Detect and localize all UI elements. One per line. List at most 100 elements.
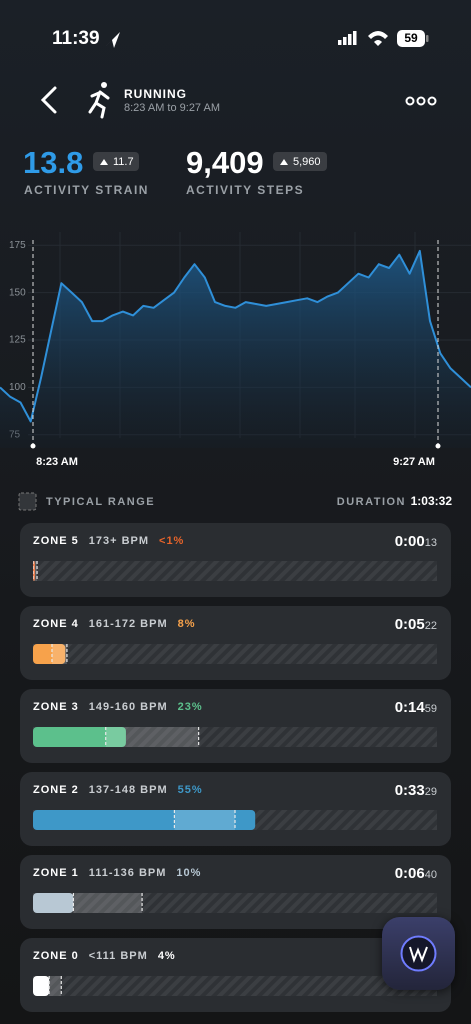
zone-header: ZONE 3 149-160 BPM 23% xyxy=(33,701,203,713)
location-icon xyxy=(106,32,120,48)
zone-card: ZONE 3 149-160 BPM 23% 0:1459 xyxy=(20,689,451,763)
zone-name: ZONE 5 xyxy=(33,535,79,547)
typical-range-label: TYPICAL RANGE xyxy=(46,496,155,508)
zone-range: <111 BPM xyxy=(88,950,148,962)
strain-change: 11.7 xyxy=(113,156,134,168)
zone-header: ZONE 5 173+ BPM <1% xyxy=(33,535,184,547)
zone-card: ZONE 4 161-172 BPM 8% 0:0522 xyxy=(20,606,451,680)
steps-label: ACTIVITY STEPS xyxy=(186,183,304,197)
zone-bar xyxy=(33,727,126,747)
boundary-dot xyxy=(435,443,441,449)
zone-bar xyxy=(33,810,256,830)
zone-track xyxy=(33,893,437,913)
typical-range xyxy=(51,644,67,664)
back-button[interactable] xyxy=(40,86,57,114)
zone-bar xyxy=(33,976,50,996)
zone-name: ZONE 1 xyxy=(33,867,79,879)
activity-time: 8:23 AM to 9:27 AM xyxy=(124,102,220,114)
y-tick-label: 175 xyxy=(9,240,26,251)
zone-name: ZONE 4 xyxy=(33,618,79,630)
zone-duration: 0:1459 xyxy=(394,699,437,716)
activity-title: RUNNING xyxy=(124,87,187,101)
typical-range xyxy=(33,561,38,581)
up-arrow xyxy=(280,159,288,165)
y-tick-label: 150 xyxy=(9,287,26,298)
signal-icon xyxy=(338,31,357,45)
steps-value: 9,409 xyxy=(186,145,264,180)
wifi-icon xyxy=(368,31,388,46)
zone-card: ZONE 5 173+ BPM <1% 0:0013 xyxy=(20,523,451,597)
clock: 11:39 xyxy=(52,28,100,49)
typical-range xyxy=(105,727,199,747)
time-label: 9:27 AM xyxy=(393,456,435,468)
top-area: 11:39 59 RUNNING 8:23 AM to 9:27 AM 13.8… xyxy=(0,28,471,511)
zone-range: 161-172 BPM xyxy=(88,618,168,630)
zone-track xyxy=(33,644,437,664)
zone-track xyxy=(33,727,437,747)
strain-label: ACTIVITY STRAIN xyxy=(24,183,149,197)
track-bg xyxy=(33,561,437,581)
zone-seconds: 40 xyxy=(424,869,437,881)
zone-card: ZONE 1 111-136 BPM 10% 0:0640 xyxy=(20,855,451,929)
zone-header: ZONE 0 <111 BPM 4% xyxy=(33,950,176,962)
zone-range: 173+ BPM xyxy=(88,535,150,547)
track-bg xyxy=(33,893,437,913)
y-tick-label: 100 xyxy=(9,382,26,393)
track-bg xyxy=(33,727,437,747)
zone-range: 149-160 BPM xyxy=(88,701,168,713)
zone-percent: <1% xyxy=(159,535,185,547)
more-button[interactable] xyxy=(405,96,437,106)
battery-tip xyxy=(426,35,429,42)
zone-header: ZONE 2 137-148 BPM 55% xyxy=(33,784,203,796)
zone-header: ZONE 4 161-172 BPM 8% xyxy=(33,618,196,630)
battery-icon xyxy=(397,30,425,47)
zone-name: ZONE 3 xyxy=(33,701,79,713)
running-icon xyxy=(88,82,110,119)
zone-percent: 10% xyxy=(176,867,202,879)
duration-label: DURATION xyxy=(337,496,406,508)
zone-seconds: 22 xyxy=(424,620,437,632)
strain-value: 13.8 xyxy=(23,145,83,180)
zone-seconds: 29 xyxy=(424,786,437,798)
battery-level: 59 xyxy=(404,31,418,45)
zone-track xyxy=(33,561,437,581)
zone-percent: 4% xyxy=(157,950,176,962)
time-label: 8:23 AM xyxy=(36,456,78,468)
steps-change: 5,960 xyxy=(293,156,321,168)
strain-badge xyxy=(93,152,139,171)
zone-bar xyxy=(33,893,74,913)
zone-track xyxy=(33,976,437,996)
zone-percent: 23% xyxy=(177,701,203,713)
heart-rate-line xyxy=(0,249,471,423)
duration-value: 1:03:32 xyxy=(411,494,453,508)
zone-seconds: 13 xyxy=(424,537,437,549)
boundary-dot xyxy=(30,443,36,449)
up-arrow xyxy=(100,159,108,165)
zone-percent: 8% xyxy=(177,618,196,630)
zone-duration: 0:3329 xyxy=(394,782,437,799)
zone-bar xyxy=(33,644,66,664)
zone-name: ZONE 2 xyxy=(33,784,79,796)
zone-range: 137-148 BPM xyxy=(88,784,168,796)
heart-rate-area xyxy=(0,250,471,448)
typical-range xyxy=(174,810,235,830)
whoop-logo xyxy=(400,935,437,972)
zone-seconds: 59 xyxy=(424,703,437,715)
zone-card: ZONE 2 137-148 BPM 55% 0:3329 xyxy=(20,772,451,846)
track-bg xyxy=(33,644,437,664)
zone-duration: 0:0013 xyxy=(394,533,437,550)
zone-header: ZONE 1 111-136 BPM 10% xyxy=(33,867,201,879)
zone-track xyxy=(33,810,437,830)
track-bg xyxy=(33,976,437,996)
typical-range xyxy=(49,976,62,996)
zone-percent: 55% xyxy=(177,784,203,796)
zone-name: ZONE 0 xyxy=(33,950,79,962)
typical-range-icon xyxy=(18,492,37,511)
typical-range xyxy=(73,893,143,913)
steps-badge xyxy=(273,152,327,171)
whoop-button[interactable] xyxy=(382,917,455,990)
zone-duration: 0:0522 xyxy=(394,616,437,633)
y-tick-label: 125 xyxy=(9,335,26,346)
